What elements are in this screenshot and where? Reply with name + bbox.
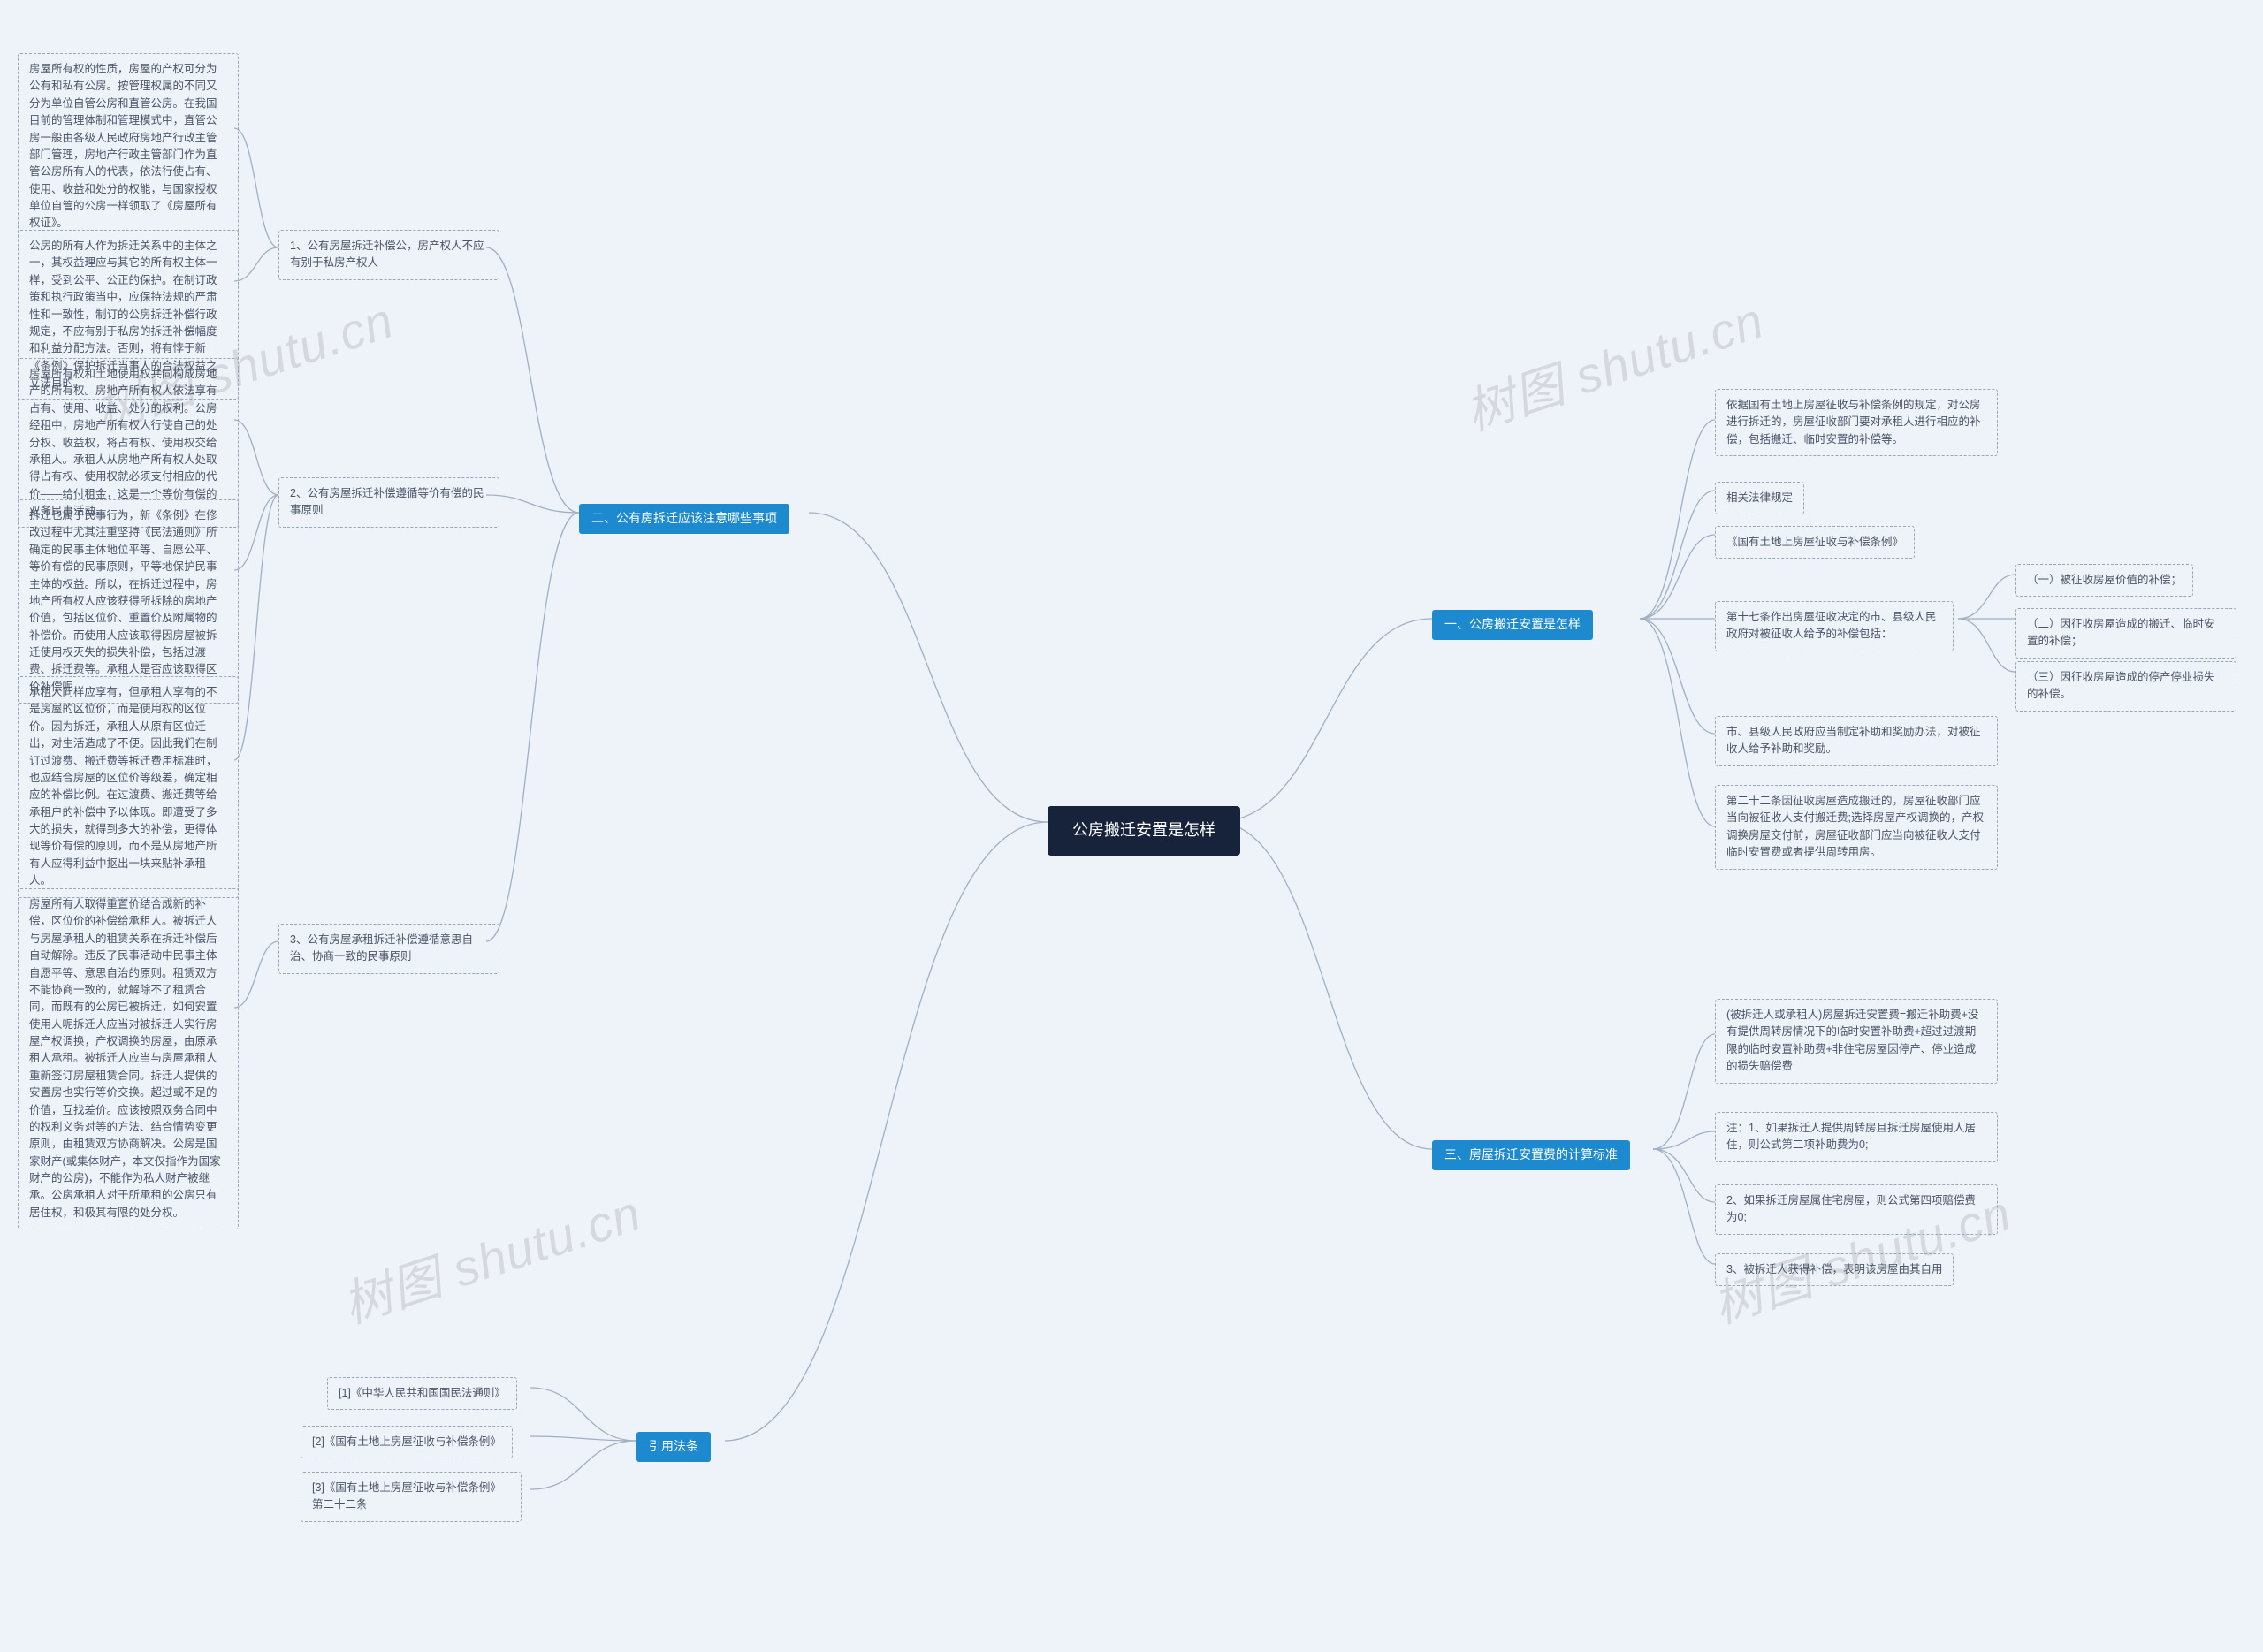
branch-3[interactable]: 三、房屋拆迁安置费的计算标准: [1432, 1140, 1630, 1170]
b2-detail: 房屋所有权的性质，房屋的产权可分为公有和私有公房。按管理权属的不同又分为单位自管…: [18, 53, 239, 240]
b1-sub-leaf: （三）因征收房屋造成的停产停业损失的补偿。: [2015, 661, 2236, 712]
b1-leaf: 相关法律规定: [1715, 482, 1804, 514]
b3-leaf: 注：1、如果拆迁人提供周转房且拆迁房屋使用人居住，则公式第二项补助费为0;: [1715, 1112, 1998, 1162]
root-node[interactable]: 公房搬迁安置是怎样: [1048, 806, 1240, 856]
b1-sub-leaf: （一）被征收房屋价值的补偿；: [2015, 564, 2193, 597]
b3-leaf: 3、被拆迁人获得补偿，表明该房屋由其自用: [1715, 1253, 1954, 1286]
b2-detail: 拆迁也属于民事行为，新《条例》在修改过程中尤其注重坚持《民法通则》所确定的民事主…: [18, 499, 239, 704]
b1-sub-leaf: （二）因征收房屋造成的搬迁、临时安置的补偿；: [2015, 608, 2236, 659]
branch-4[interactable]: 引用法条: [636, 1432, 711, 1462]
branch-2[interactable]: 二、公有房拆迁应该注意哪些事项: [579, 504, 789, 534]
b2-detail: 房屋所有人取得重置价结合成新的补偿，区位价的补偿给承租人。被拆迁人与房屋承租人的…: [18, 888, 239, 1229]
b3-leaf: (被拆迁人或承租人)房屋拆迁安置费=搬迁补助费+没有提供周转房情况下的临时安置补…: [1715, 999, 1998, 1084]
b4-leaf: [1]《中华人民共和国国民法通则》: [327, 1377, 517, 1410]
b1-leaf: 第二十二条因征收房屋造成搬迁的，房屋征收部门应当向被征收人支付搬迁费;选择房屋产…: [1715, 785, 1998, 870]
watermark: 树图 shutu.cn: [332, 1174, 649, 1337]
b2-child-1: 1、公有房屋拆迁补偿公，房产权人不应有别于私房产权人: [278, 230, 499, 280]
branch-1[interactable]: 一、公房搬迁安置是怎样: [1432, 610, 1593, 640]
b1-leaf: 第十七条作出房屋征收决定的市、县级人民政府对被征收人给予的补偿包括：: [1715, 601, 1954, 651]
b4-leaf: [2]《国有土地上房屋征收与补偿条例》: [301, 1426, 513, 1458]
b1-leaf: 依据国有土地上房屋征收与补偿条例的规定，对公房进行拆迁的，房屋征收部门要对承租人…: [1715, 389, 1998, 456]
b2-child-3: 3、公有房屋承租拆迁补偿遵循意思自治、协商一致的民事原则: [278, 924, 499, 974]
b2-detail: 承租人同样应享有，但承租人享有的不是房屋的区位价，而是使用权的区位价。因为拆迁，…: [18, 676, 239, 898]
b3-leaf: 2、如果拆迁房屋属住宅房屋，则公式第四项赔偿费为0;: [1715, 1184, 1998, 1235]
b2-child-2: 2、公有房屋拆迁补偿遵循等价有偿的民事原则: [278, 477, 499, 528]
b4-leaf: [3]《国有土地上房屋征收与补偿条例》第二十二条: [301, 1472, 522, 1522]
b1-leaf: 《国有土地上房屋征收与补偿条例》: [1715, 526, 1915, 559]
b1-leaf: 市、县级人民政府应当制定补助和奖励办法，对被征收人给予补助和奖励。: [1715, 716, 1998, 766]
